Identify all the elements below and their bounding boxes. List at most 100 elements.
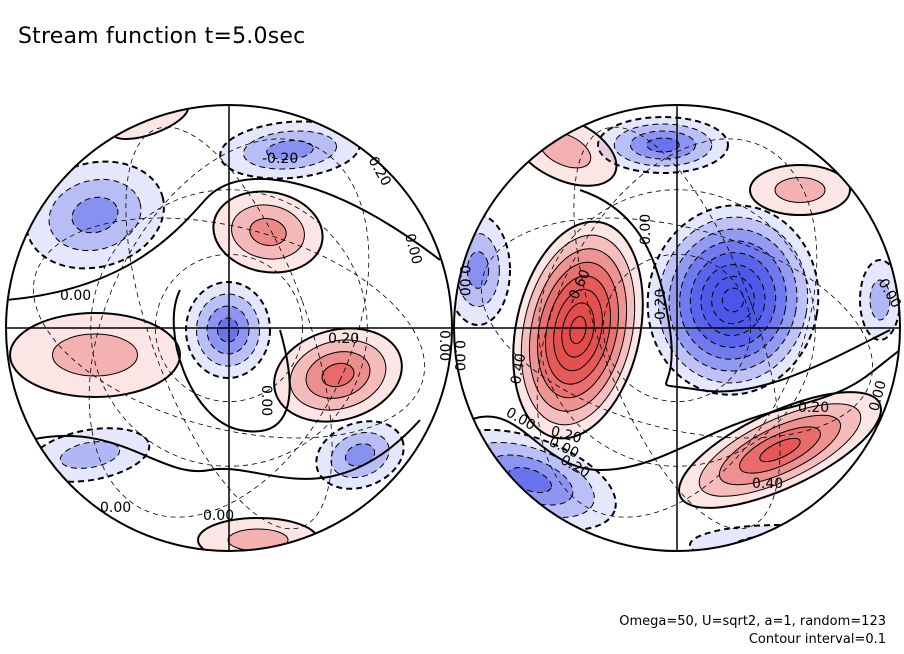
- contour-line: [206, 305, 250, 355]
- positive-region: [52, 334, 138, 376]
- contour-line: [52, 333, 138, 377]
- contour-line: [657, 216, 809, 384]
- contour-line: [29, 427, 151, 483]
- contour-label: 0.00: [100, 500, 131, 516]
- left-hemisphere-panel: -0.20 0.20 0.00 0.00 0.20 0.00 0.00 0.00 0.00: [5, 104, 453, 552]
- contour-label: -0.20: [262, 151, 298, 167]
- contour-label: 0.00: [456, 265, 472, 296]
- contour-line: [185, 281, 271, 379]
- contour-label: 0.00: [638, 214, 654, 245]
- negative-region: [217, 318, 239, 342]
- contour-line: [698, 403, 862, 497]
- positive-region: [775, 177, 825, 203]
- negative-region: [870, 280, 890, 320]
- negative-region: [60, 441, 120, 469]
- chart-title: Stream function t=5.0sec: [18, 24, 306, 49]
- negative-region: [722, 288, 744, 312]
- contour-line: [266, 139, 314, 161]
- contour-line: [273, 327, 403, 423]
- parameters-note: Omega=50, U=sqrt2, a=1, random=123: [619, 614, 886, 629]
- graticule-line: [536, 138, 818, 518]
- contour-line: [689, 252, 777, 348]
- positive-region: [231, 204, 305, 260]
- contour-line: [721, 287, 745, 313]
- zero-contour: [6, 177, 441, 301]
- contour-label: 0.40: [752, 476, 783, 492]
- contour-line: [859, 259, 900, 341]
- contour-line: [536, 261, 620, 399]
- contour-label: 0.00: [401, 232, 425, 266]
- contour-line: [512, 220, 644, 440]
- negative-region: [316, 421, 404, 489]
- negative-region: [220, 121, 360, 179]
- zero-contour: [172, 289, 291, 433]
- contour-line: [718, 414, 842, 486]
- contour-line: [466, 251, 490, 289]
- contour-label: 0.20: [328, 331, 359, 347]
- right-field: [454, 113, 900, 551]
- positive-region: [10, 313, 180, 397]
- left-field: [6, 105, 441, 551]
- contour-label: 0.20: [798, 400, 829, 416]
- graticule-line: [88, 138, 370, 518]
- contour-line: [249, 217, 287, 247]
- contour-line: [561, 302, 595, 358]
- contour-line: [749, 164, 851, 216]
- negative-region: [467, 251, 489, 289]
- contour-line: [217, 317, 239, 343]
- contour-label: 0.00: [258, 385, 274, 416]
- negative-region: [646, 138, 680, 152]
- contour-line: [630, 130, 696, 160]
- negative-region: [860, 260, 900, 340]
- contour-line: [289, 339, 387, 411]
- contour-line: [9, 312, 181, 398]
- contour-line: [869, 279, 891, 321]
- contour-interval-note: Contour interval=0.1: [748, 632, 886, 647]
- contour-line: [711, 275, 755, 325]
- contour-line: [545, 275, 611, 385]
- contour-line: [330, 431, 390, 479]
- contour-line: [454, 428, 617, 532]
- contour-label: 0.00: [60, 288, 91, 304]
- negative-region: [266, 140, 314, 160]
- negative-region: [26, 161, 164, 269]
- positive-region: [750, 165, 850, 215]
- contour-line: [613, 123, 713, 167]
- sphere-outline: [5, 104, 453, 552]
- negative-region: [330, 432, 390, 478]
- right-hemisphere-panel: 0.000.00-0.600.40-0.200.000.00 0.20 0.00-0…: [451, 104, 904, 552]
- contour-label: 0.40: [508, 352, 529, 385]
- negative-region: [49, 179, 141, 251]
- contour-line: [759, 437, 801, 463]
- contour-label: 0.00: [203, 508, 234, 524]
- graticule-line: [481, 217, 873, 439]
- contour-label: -0.20: [653, 289, 669, 325]
- contour-line: [242, 130, 338, 170]
- sphere-outline: [453, 104, 901, 552]
- contour-line: [321, 362, 355, 388]
- contour-line: [520, 234, 636, 426]
- positive-region: [228, 529, 288, 551]
- positive-region: [249, 218, 287, 246]
- contour-label: 0.00: [436, 330, 452, 361]
- contour-line: [454, 214, 511, 326]
- contour-line: [597, 116, 729, 174]
- contour-line: [71, 196, 119, 234]
- graticule-line: [33, 217, 425, 439]
- negative-region: [345, 443, 375, 467]
- zero-contour: [469, 349, 900, 472]
- contour-label: 0.00: [451, 340, 467, 371]
- contour-line: [679, 240, 787, 360]
- contour-line: [646, 137, 680, 153]
- contour-line: [553, 288, 603, 372]
- contour-line: [734, 534, 826, 551]
- contour-label: 0.20: [549, 423, 583, 447]
- contour-line: [508, 466, 552, 494]
- contour-line: [668, 228, 798, 372]
- graticule-line: [573, 126, 781, 530]
- contour-line: [196, 293, 260, 367]
- contour-line: [305, 351, 371, 399]
- zero-contour: [29, 419, 421, 480]
- zero-contour: [579, 189, 891, 393]
